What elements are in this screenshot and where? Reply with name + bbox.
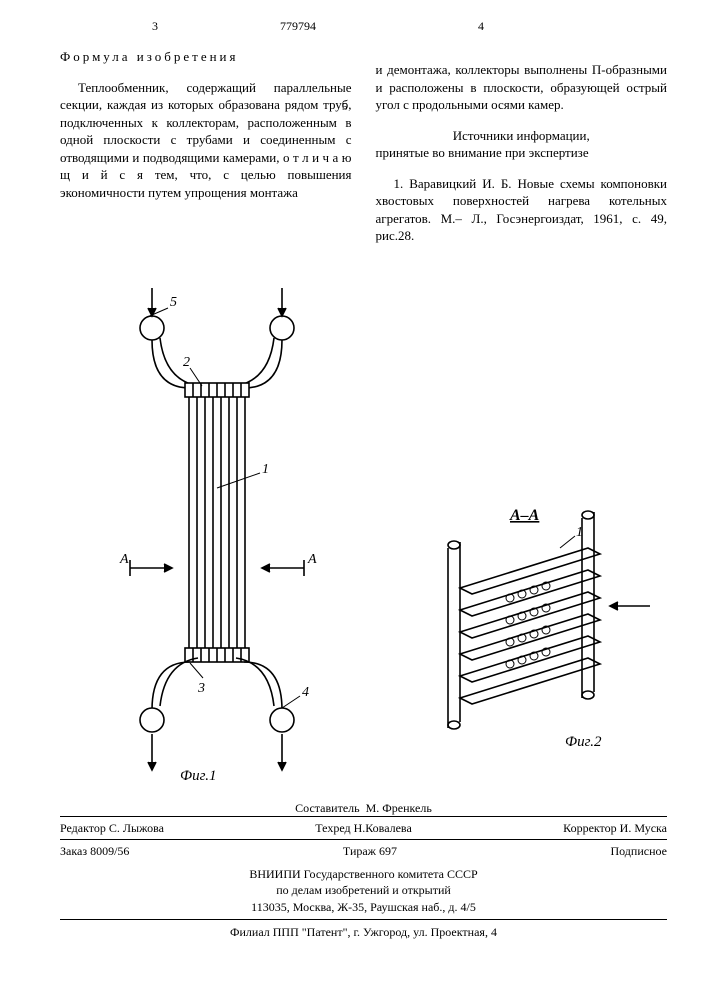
addr2: Филиал ППП "Патент", г. Ужгород, ул. Про… <box>60 920 667 940</box>
line-number-5: 5 <box>342 100 348 115</box>
figure-2: A–A <box>400 498 660 798</box>
fig2-label: Фиг.2 <box>565 734 602 750</box>
credits-row: Редактор С. Лыжова Техред Н.Ковалева Кор… <box>60 816 667 839</box>
org2: по делам изобретений и открытий <box>60 882 667 898</box>
techred: Н.Ковалева <box>354 821 412 835</box>
org1: ВНИИПИ Государственного комитета СССР <box>60 866 667 882</box>
right-para-1: и демонтажа, коллекторы выполнены П-обра… <box>376 61 668 114</box>
compiler-label: Составитель <box>295 801 359 815</box>
callout-5: 5 <box>170 295 177 310</box>
order-row: Заказ 8009/56 Тираж 697 Подписное <box>60 839 667 862</box>
compiler-line: Составитель М. Френкель <box>60 800 667 816</box>
sources-title: Источники информации, <box>376 127 668 145</box>
section-left-A: A <box>119 552 129 567</box>
ref-1: 1. Варавицкий И. Б. Новые схемы компонов… <box>376 175 668 245</box>
callout-4: 4 <box>302 685 309 700</box>
right-column: и демонтажа, коллекторы выполнены П-обра… <box>376 48 668 258</box>
section-title: A–A <box>509 507 540 524</box>
figure-1: 5 2 1 3 4 A A Фиг.1 <box>90 268 360 788</box>
doc-number: 779794 <box>280 18 316 34</box>
right-page-num: 4 <box>478 18 484 34</box>
imprint-footer: Составитель М. Френкель Редактор С. Лыжо… <box>60 800 667 940</box>
callout-2: 2 <box>183 355 190 370</box>
compiler: М. Френкель <box>366 801 432 815</box>
addr1: 113035, Москва, Ж-35, Раушская наб., д. … <box>60 899 667 915</box>
corrector: И. Муска <box>620 821 667 835</box>
left-page-num: 3 <box>152 18 158 34</box>
tirage-label: Тираж <box>343 844 376 858</box>
techred-label: Техред <box>315 821 350 835</box>
callout-1: 1 <box>262 462 269 477</box>
org-block: ВНИИПИ Государственного комитета СССР по… <box>60 862 667 920</box>
fig1-label: Фиг.1 <box>180 768 216 784</box>
editor-label: Редактор <box>60 821 106 835</box>
left-para-1: Теплообменник, содержащий параллельные с… <box>60 79 352 202</box>
order-label: Заказ <box>60 844 87 858</box>
callout-3: 3 <box>197 681 205 696</box>
fig2-callout-1: 1 <box>576 525 583 540</box>
corrector-label: Корректор <box>563 821 617 835</box>
sources-sub: принятые во внимание при экспертизе <box>376 144 668 162</box>
tirage: 697 <box>379 844 397 858</box>
figure-area: 5 2 1 3 4 A A Фиг.1 A–A <box>60 268 667 828</box>
signed: Подписное <box>610 843 667 859</box>
order: 8009/56 <box>90 844 129 858</box>
section-right-A: A <box>307 552 317 567</box>
left-column: Формула изобретения Теплообменник, содер… <box>60 48 352 258</box>
formula-title: Формула изобретения <box>60 48 352 66</box>
editor: С. Лыжова <box>109 821 164 835</box>
